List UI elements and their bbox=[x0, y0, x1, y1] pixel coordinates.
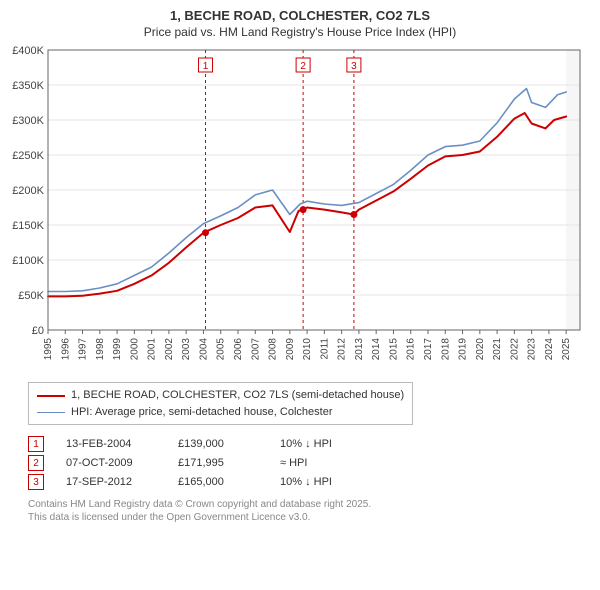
svg-text:2024: 2024 bbox=[544, 338, 555, 361]
event-row: 1 13-FEB-2004 £139,000 10% ↓ HPI bbox=[28, 436, 582, 452]
svg-text:2020: 2020 bbox=[475, 338, 486, 361]
event-price: £139,000 bbox=[178, 438, 258, 450]
chart-svg: £0 £50K £100K £150K £200K £250K £300K £350K £400… bbox=[10, 44, 590, 374]
event-row: 2 07-OCT-2009 £171,995 ≈ HPI bbox=[28, 455, 582, 471]
event-date: 17-SEP-2012 bbox=[66, 476, 156, 488]
svg-text:£250K: £250K bbox=[12, 150, 44, 162]
svg-text:2008: 2008 bbox=[268, 338, 279, 361]
event-note: 10% ↓ HPI bbox=[280, 476, 332, 488]
svg-text:£300K: £300K bbox=[12, 115, 44, 127]
svg-text:2014: 2014 bbox=[371, 338, 382, 361]
event-marker: 3 bbox=[28, 474, 44, 490]
event-row: 3 17-SEP-2012 £165,000 10% ↓ HPI bbox=[28, 474, 582, 490]
legend-swatch bbox=[37, 395, 65, 397]
title-line-2: Price paid vs. HM Land Registry's House … bbox=[10, 25, 590, 41]
svg-text:1: 1 bbox=[203, 61, 209, 72]
svg-text:1998: 1998 bbox=[95, 338, 106, 361]
svg-text:2011: 2011 bbox=[319, 338, 330, 360]
svg-text:2013: 2013 bbox=[354, 338, 365, 361]
svg-text:2015: 2015 bbox=[388, 338, 399, 361]
chart: £0 £50K £100K £150K £200K £250K £300K £350K £400… bbox=[10, 44, 590, 374]
svg-text:2019: 2019 bbox=[458, 338, 469, 361]
svg-text:2002: 2002 bbox=[164, 338, 175, 361]
svg-text:2018: 2018 bbox=[440, 338, 451, 361]
event-date: 13-FEB-2004 bbox=[66, 438, 156, 450]
svg-text:£50K: £50K bbox=[18, 290, 44, 302]
events-table: 1 13-FEB-2004 £139,000 10% ↓ HPI 2 07-OCT-200… bbox=[28, 433, 582, 493]
legend-label: 1, BECHE ROAD, COLCHESTER, CO2 7LS (semi… bbox=[71, 387, 404, 404]
svg-text:1999: 1999 bbox=[112, 338, 123, 361]
svg-text:£0: £0 bbox=[32, 325, 44, 337]
legend-item: HPI: Average price, semi-detached house,… bbox=[37, 404, 404, 421]
svg-text:£100K: £100K bbox=[12, 255, 44, 267]
svg-text:2001: 2001 bbox=[147, 338, 158, 361]
event-date: 07-OCT-2009 bbox=[66, 457, 156, 469]
svg-text:3: 3 bbox=[351, 61, 357, 72]
svg-text:2000: 2000 bbox=[129, 338, 140, 361]
svg-text:2003: 2003 bbox=[181, 338, 192, 361]
event-price: £165,000 bbox=[178, 476, 258, 488]
legend-item: 1, BECHE ROAD, COLCHESTER, CO2 7LS (semi… bbox=[37, 387, 404, 404]
event-price: £171,995 bbox=[178, 457, 258, 469]
attribution: Contains HM Land Registry data © Crown c… bbox=[28, 499, 582, 524]
legend-label: HPI: Average price, semi-detached house,… bbox=[71, 404, 333, 421]
event-note: ≈ HPI bbox=[280, 457, 307, 469]
svg-text:2025: 2025 bbox=[561, 338, 572, 361]
svg-text:2017: 2017 bbox=[423, 338, 434, 361]
svg-text:2023: 2023 bbox=[527, 338, 538, 361]
svg-text:1996: 1996 bbox=[60, 338, 71, 361]
svg-text:£400K: £400K bbox=[12, 45, 44, 57]
svg-text:2012: 2012 bbox=[337, 338, 348, 361]
svg-text:2005: 2005 bbox=[216, 338, 227, 361]
svg-text:2: 2 bbox=[300, 61, 306, 72]
svg-text:2006: 2006 bbox=[233, 338, 244, 361]
figure-container: 1, BECHE ROAD, COLCHESTER, CO2 7LS Price… bbox=[0, 0, 600, 590]
svg-text:1997: 1997 bbox=[78, 338, 89, 361]
svg-text:2021: 2021 bbox=[492, 338, 503, 361]
svg-text:1995: 1995 bbox=[43, 338, 54, 361]
legend: 1, BECHE ROAD, COLCHESTER, CO2 7LS (semi… bbox=[28, 382, 413, 425]
svg-text:2009: 2009 bbox=[285, 338, 296, 361]
svg-text:£200K: £200K bbox=[12, 185, 44, 197]
svg-text:2022: 2022 bbox=[509, 338, 520, 361]
title-block: 1, BECHE ROAD, COLCHESTER, CO2 7LS Price… bbox=[10, 8, 590, 40]
event-marker: 2 bbox=[28, 455, 44, 471]
event-marker: 1 bbox=[28, 436, 44, 452]
svg-text:2007: 2007 bbox=[250, 338, 261, 361]
footer-line: This data is licensed under the Open Gov… bbox=[28, 512, 582, 525]
legend-swatch bbox=[37, 412, 65, 413]
footer-line: Contains HM Land Registry data © Crown c… bbox=[28, 499, 582, 512]
svg-text:2010: 2010 bbox=[302, 338, 313, 361]
svg-text:£150K: £150K bbox=[12, 220, 44, 232]
svg-text:2016: 2016 bbox=[406, 338, 417, 361]
svg-text:£350K: £350K bbox=[12, 80, 44, 92]
svg-text:2004: 2004 bbox=[198, 338, 209, 361]
title-line-1: 1, BECHE ROAD, COLCHESTER, CO2 7LS bbox=[10, 8, 590, 25]
event-note: 10% ↓ HPI bbox=[280, 438, 332, 450]
